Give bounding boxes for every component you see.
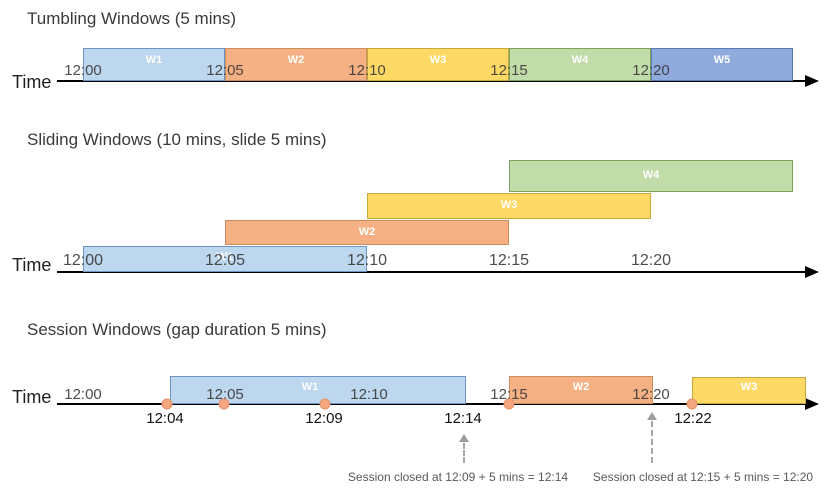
event-dot (218, 398, 230, 410)
tumbling-section-title: Tumbling Windows (5 mins) (27, 9, 237, 28)
window-label: W4 (571, 54, 589, 66)
window-label: W3 (500, 199, 518, 211)
session-section-title: Session Windows (gap duration 5 mins) (27, 320, 327, 339)
session-window-w3 (692, 377, 806, 404)
axis-arrow-icon (805, 75, 819, 87)
tumbling-window-w5 (651, 48, 793, 81)
window-label: W1 (216, 251, 234, 263)
session-annotation: Session closed at 12:09 + 5 mins = 12:14 (347, 470, 569, 484)
event-time-label: 12:22 (674, 410, 712, 427)
event-time-label: 12:14 (444, 410, 482, 427)
sliding-window-w4 (509, 160, 793, 192)
tumbling-window-w4 (509, 48, 651, 81)
time-axis-label: Time (12, 255, 52, 275)
axis-tick-label: 12:15 (490, 386, 528, 403)
sliding-window-w1 (83, 246, 367, 272)
axis-tick-label: 12:20 (632, 386, 670, 403)
time-axis-line (57, 403, 807, 405)
axis-tick-label: 12:15 (490, 62, 528, 79)
tumbling-window-w1 (83, 48, 225, 81)
axis-tick-label: 12:05 (206, 62, 244, 79)
window-label: W4 (642, 169, 660, 181)
sliding-window-w2 (225, 220, 509, 245)
axis-tick-label: 12:00 (64, 62, 102, 79)
time-axis-label: Time (12, 387, 52, 407)
event-dot (686, 398, 698, 410)
event-dot (319, 398, 331, 410)
time-axis-line (57, 271, 807, 273)
axis-arrow-icon (805, 266, 819, 278)
event-time-label: 12:04 (146, 410, 184, 427)
axis-tick-label: 12:20 (632, 62, 670, 79)
axis-tick-label: 12:00 (62, 252, 104, 269)
event-dot (161, 398, 173, 410)
axis-tick-label: 12:20 (630, 252, 672, 269)
window-label: W3 (429, 54, 447, 66)
event-dot (503, 398, 515, 410)
axis-tick-label: 12:05 (206, 386, 244, 403)
annotation-arrow-icon (459, 434, 469, 442)
axis-tick-label: 12:10 (348, 62, 386, 79)
tumbling-window-w3 (367, 48, 509, 81)
axis-arrow-icon (805, 398, 819, 410)
window-label: W2 (572, 381, 590, 393)
time-axis-label: Time (12, 72, 52, 92)
time-axis-line (57, 80, 807, 82)
event-time-label: 12:09 (305, 410, 343, 427)
session-annotation: Session closed at 12:15 + 5 mins = 12:20 (592, 470, 814, 484)
window-label: W2 (287, 54, 305, 66)
axis-tick-label: 12:10 (346, 252, 388, 269)
annotation-arrow-line (463, 443, 465, 463)
sliding-section-title: Sliding Windows (10 mins, slide 5 mins) (27, 130, 327, 149)
axis-tick-label: 12:00 (64, 386, 102, 403)
tumbling-window-w2 (225, 48, 367, 81)
annotation-arrow-icon (647, 412, 657, 420)
annotation-arrow-line (651, 421, 653, 463)
window-label: W2 (358, 226, 376, 238)
window-label: W1 (301, 381, 319, 393)
window-label: W3 (740, 381, 758, 393)
sliding-window-w3 (367, 193, 651, 219)
session-window-w2 (509, 376, 653, 404)
window-label: W1 (145, 54, 163, 66)
axis-tick-label: 12:15 (488, 252, 530, 269)
session-window-w1 (170, 376, 466, 404)
axis-tick-label: 12:10 (350, 386, 388, 403)
axis-tick-label: 12:05 (204, 252, 246, 269)
window-label: W5 (713, 54, 731, 66)
